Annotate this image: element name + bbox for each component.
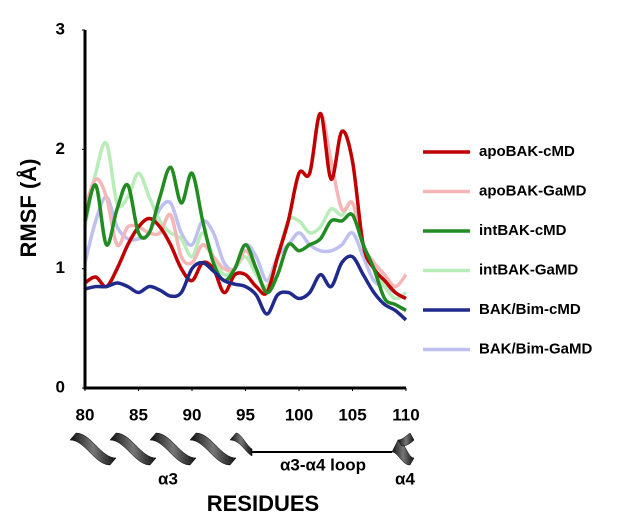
x-tick-label: 110 [392,405,419,424]
y-tick-label: 0 [56,377,65,396]
axes [83,30,406,390]
y-tick-label: 2 [56,139,65,158]
legend-label: BAK/Bim-cMD [479,301,581,318]
y-tick-label: 1 [56,258,65,277]
annotation: α3-α4 loop [280,455,366,474]
y-axis-label: RMSF (Å) [15,159,41,258]
legend-label: intBAK-GaMD [479,261,578,278]
x-tick-label: 100 [285,405,313,424]
series-line [84,254,408,322]
annotation: α3 [158,469,178,488]
y-tick-label: 3 [56,19,65,38]
x-tick-label: 80 [76,405,95,424]
x-axis-label: RESIDUES [207,491,319,516]
x-tick-label: 85 [129,405,148,424]
annotation: α4 [395,469,415,488]
legend-label: intBAK-cMD [479,222,567,239]
series-line [83,165,407,312]
x-tick-label: 105 [338,405,366,424]
legend-label: apoBAK-GaMD [479,182,587,199]
legend-label: BAK/Bim-GaMD [479,340,593,357]
legend-label: apoBAK-cMD [479,143,575,160]
x-tick-label: 90 [183,405,202,424]
helix-diagram [69,432,415,466]
x-tick-label: 95 [236,405,255,424]
